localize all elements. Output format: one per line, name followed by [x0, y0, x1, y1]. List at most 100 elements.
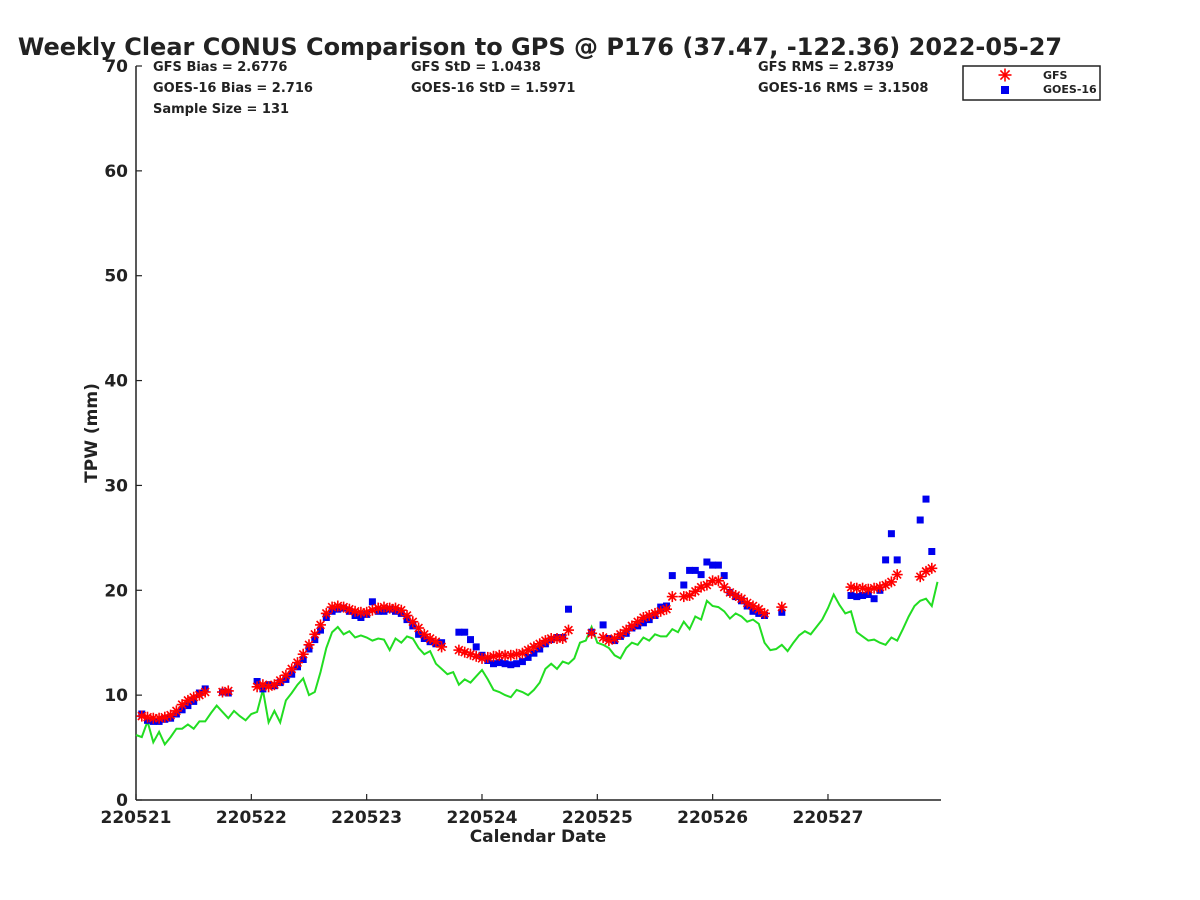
gfs-rms-stat: GFS RMS = 2.8739: [758, 60, 894, 75]
goes-16-point: [518, 658, 526, 666]
gfs-point: [614, 628, 626, 640]
gfs-point: [689, 585, 701, 597]
gfs-point: [926, 562, 938, 574]
goes-16-point: [415, 630, 423, 638]
goes-16-point: [524, 653, 532, 661]
gfs-point: [753, 603, 765, 615]
gfs-point: [563, 624, 574, 636]
x-tick-label: 220524: [446, 808, 517, 828]
gfs-point: [891, 569, 903, 581]
axes: [135, 66, 941, 801]
x-tick-label: 220523: [331, 808, 402, 828]
goes-16-point: [472, 643, 480, 651]
gfs-point: [759, 607, 770, 619]
gfs-point: [303, 639, 315, 651]
goes-16-point: [922, 495, 930, 503]
y-tick-label: 60: [104, 162, 128, 182]
gfs-point: [557, 633, 569, 644]
gfs-point: [418, 628, 430, 640]
x-tick-label: 220525: [562, 808, 633, 828]
goes-16-point: [680, 581, 688, 589]
legend-box: [962, 65, 1101, 101]
legend-goes-label: GOES-16: [1043, 83, 1097, 96]
x-tick-label: 220521: [101, 808, 172, 828]
gfs-point: [609, 633, 621, 644]
goes-16-point: [495, 659, 503, 667]
goes-16-point: [887, 530, 895, 538]
gfs-point: [292, 657, 303, 669]
goes-16-point: [882, 556, 890, 564]
gfs-point: [170, 705, 182, 717]
gfs-point: [684, 590, 696, 601]
gfs-point: [199, 686, 211, 698]
goes-16-point: [859, 592, 867, 599]
x-tick-label: 220522: [216, 808, 287, 828]
gfs-point: [165, 709, 177, 721]
goes-rms-stat: GOES-16 RMS = 3.1508: [758, 81, 928, 96]
gfs-point: [176, 699, 188, 711]
gfs-point: [736, 593, 747, 605]
goes-16-point: [599, 621, 607, 629]
legend: GFS GOES-16: [962, 65, 1101, 101]
goes-16-point: [709, 561, 717, 569]
goes-16-point: [870, 595, 878, 603]
goes-16-point: [691, 566, 699, 574]
gfs-point: [666, 591, 678, 603]
y-axis-label: TPW (mm): [82, 383, 102, 483]
goes-16-point: [697, 571, 705, 579]
y-tick-label: 50: [104, 267, 128, 287]
goes-16-point: [530, 649, 538, 657]
goes-16-point: [507, 661, 515, 669]
goes-16-point: [368, 598, 376, 606]
goes-16-point: [893, 556, 901, 564]
goes-std-stat: GOES-16 StD = 1.5971: [411, 81, 575, 96]
goes-16-point: [853, 593, 861, 601]
x-axis-label: Calendar Date: [470, 827, 607, 847]
legend-gfs-marker: [998, 68, 1012, 82]
gfs-point: [315, 619, 326, 631]
goes-16-point: [714, 561, 722, 569]
x-tick-label: 220527: [792, 808, 863, 828]
goes-16-point: [668, 572, 676, 580]
gfs-point: [534, 638, 546, 650]
gfs-point: [885, 576, 897, 588]
goes-16-point: [565, 605, 572, 613]
y-tick-label: 10: [104, 686, 128, 706]
goes-16-point: [916, 516, 924, 524]
legend-gfs-asterisk: [998, 68, 1012, 82]
gfs-point: [297, 648, 309, 660]
gfs-point: [626, 620, 638, 632]
gfs-point: [632, 616, 644, 628]
sample-size-stat: Sample Size = 131: [153, 102, 289, 117]
gfs-point: [586, 627, 598, 639]
goes-16-point: [513, 660, 521, 668]
y-tick-label: 30: [104, 476, 128, 496]
goes-16-point: [461, 628, 469, 636]
gfs-point: [349, 605, 361, 617]
y-tick-label: 0: [116, 791, 128, 811]
goes-16-point: [467, 636, 474, 644]
gps-line: [135, 581, 939, 747]
goes-16-point: [928, 548, 936, 555]
gfs-point: [661, 603, 672, 615]
x-tick-label: 220526: [677, 808, 748, 828]
goes-16-point: [455, 628, 463, 636]
gfs-point: [268, 679, 280, 691]
gfs-point: [620, 624, 632, 636]
y-tick-label: 70: [104, 57, 128, 77]
gfs-point: [436, 641, 448, 653]
goes-16-point: [490, 660, 497, 668]
legend-goes-marker: [1001, 86, 1009, 94]
y-ticks: 0 10 20 30 40 50 60 70: [104, 57, 142, 811]
gfs-series: [136, 562, 938, 724]
gfs-point: [701, 579, 713, 591]
goes-16-point: [720, 572, 728, 580]
goes-16-point: [501, 660, 509, 668]
goes-16-point: [686, 566, 694, 574]
gfs-point: [222, 685, 234, 697]
chart-title: Weekly Clear CONUS Comparison to GPS @ P…: [18, 33, 1062, 61]
gps-series: [135, 581, 939, 747]
gfs-point: [309, 628, 321, 640]
legend-gfs-label: GFS: [1043, 69, 1068, 82]
gfs-bias-stat: GFS Bias = 2.6776: [153, 60, 287, 75]
